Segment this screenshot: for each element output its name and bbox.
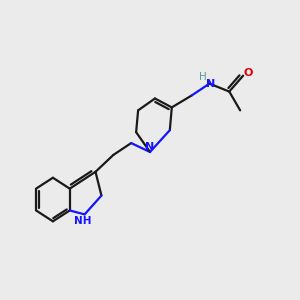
Text: O: O — [243, 68, 253, 78]
Text: N: N — [146, 142, 154, 152]
Text: H: H — [199, 72, 206, 82]
Text: N: N — [206, 79, 215, 88]
Text: NH: NH — [74, 216, 92, 226]
